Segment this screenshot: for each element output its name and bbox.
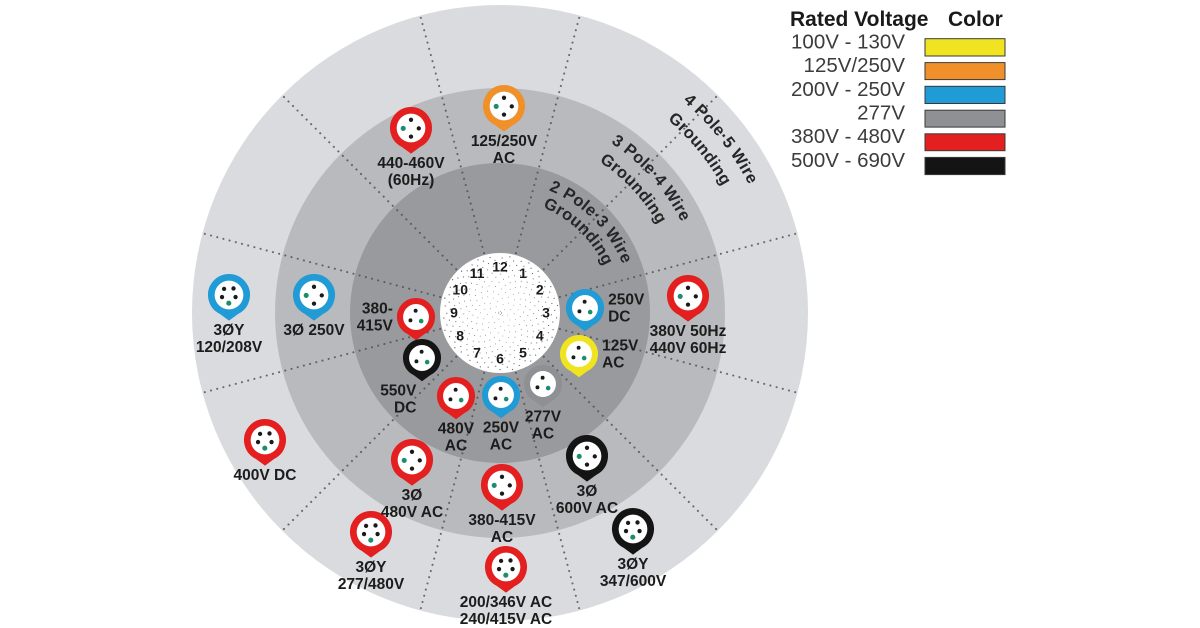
svg-text:3ØY: 3ØY xyxy=(617,556,649,573)
svg-text:415V: 415V xyxy=(357,318,394,335)
svg-text:200V - 250V: 200V - 250V xyxy=(791,78,905,101)
svg-text:480V: 480V xyxy=(438,421,475,438)
svg-text:380-: 380- xyxy=(362,301,393,318)
svg-text:10: 10 xyxy=(452,282,468,298)
svg-text:Rated Voltage: Rated Voltage xyxy=(790,8,928,31)
svg-text:AC: AC xyxy=(490,437,512,454)
svg-text:277V: 277V xyxy=(857,102,905,125)
svg-text:1: 1 xyxy=(519,265,527,281)
svg-text:11: 11 xyxy=(470,265,485,281)
svg-text:6: 6 xyxy=(496,351,504,367)
svg-text:440-460V: 440-460V xyxy=(377,155,445,172)
svg-text:380V 50Hz: 380V 50Hz xyxy=(650,323,727,340)
svg-text:347/600V: 347/600V xyxy=(600,573,667,590)
svg-text:277V: 277V xyxy=(525,409,562,426)
svg-text:DC: DC xyxy=(608,309,630,326)
svg-text:AC: AC xyxy=(602,355,624,372)
svg-text:3Ø: 3Ø xyxy=(577,483,598,500)
svg-text:500V - 690V: 500V - 690V xyxy=(791,149,905,172)
svg-text:(60Hz): (60Hz) xyxy=(388,172,435,189)
svg-text:125/250V: 125/250V xyxy=(471,133,538,150)
svg-text:440V 60Hz: 440V 60Hz xyxy=(650,340,727,357)
svg-text:3ØY: 3ØY xyxy=(355,559,387,576)
svg-text:380-415V: 380-415V xyxy=(468,512,536,529)
svg-text:400V DC: 400V DC xyxy=(234,467,297,484)
svg-text:3Ø: 3Ø xyxy=(402,487,423,504)
svg-text:550V: 550V xyxy=(380,383,417,400)
svg-text:AC: AC xyxy=(532,426,554,443)
svg-text:3: 3 xyxy=(542,305,550,321)
svg-text:3Ø 250V: 3Ø 250V xyxy=(283,322,345,339)
svg-text:5: 5 xyxy=(519,344,527,360)
svg-text:125V/250V: 125V/250V xyxy=(804,54,906,77)
svg-text:Color: Color xyxy=(948,8,1003,31)
svg-text:AC: AC xyxy=(445,438,467,455)
svg-text:DC: DC xyxy=(394,400,416,417)
svg-text:7: 7 xyxy=(473,344,481,360)
svg-text:277/480V: 277/480V xyxy=(338,576,405,593)
svg-text:12: 12 xyxy=(492,259,508,275)
svg-text:125V: 125V xyxy=(602,338,639,355)
svg-text:100V - 130V: 100V - 130V xyxy=(791,30,905,53)
svg-text:380V - 480V: 380V - 480V xyxy=(791,125,905,148)
svg-text:250V: 250V xyxy=(608,292,645,309)
svg-text:AC: AC xyxy=(493,150,515,167)
svg-text:480V AC: 480V AC xyxy=(381,504,443,521)
svg-text:250V: 250V xyxy=(483,420,520,437)
svg-text:2: 2 xyxy=(536,282,544,298)
svg-text:600V AC: 600V AC xyxy=(556,500,618,517)
svg-text:9: 9 xyxy=(450,305,458,321)
svg-text:8: 8 xyxy=(456,328,464,344)
svg-text:200/346V AC: 200/346V AC xyxy=(460,594,553,611)
svg-text:240/415V AC: 240/415V AC xyxy=(460,611,553,628)
svg-text:3ØY: 3ØY xyxy=(213,322,245,339)
svg-text:120/208V: 120/208V xyxy=(196,339,263,356)
svg-text:4: 4 xyxy=(536,328,544,344)
svg-text:AC: AC xyxy=(491,529,513,546)
